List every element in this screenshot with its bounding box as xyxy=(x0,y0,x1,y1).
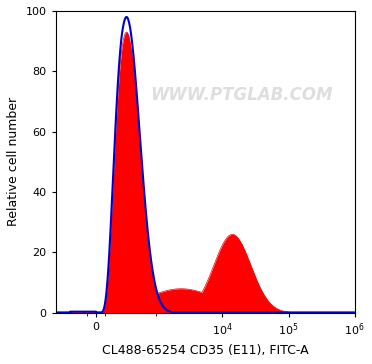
Y-axis label: Relative cell number: Relative cell number xyxy=(7,97,20,226)
Text: WWW.PTGLAB.COM: WWW.PTGLAB.COM xyxy=(150,87,332,104)
X-axis label: CL488-65254 CD35 (E11), FITC-A: CL488-65254 CD35 (E11), FITC-A xyxy=(102,344,308,357)
